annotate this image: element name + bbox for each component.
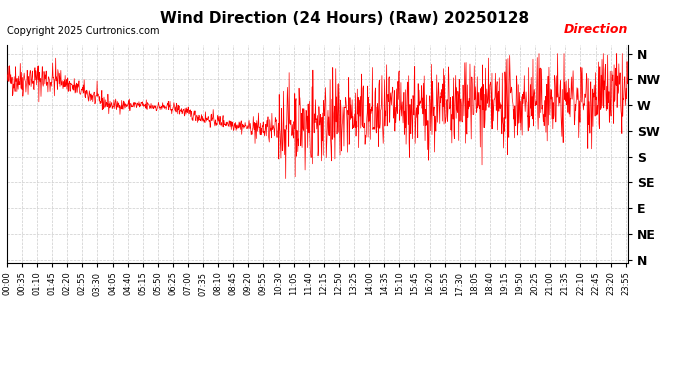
Text: Wind Direction (24 Hours) (Raw) 20250128: Wind Direction (24 Hours) (Raw) 20250128 (161, 11, 529, 26)
Text: Direction: Direction (564, 23, 628, 36)
Text: Copyright 2025 Curtronics.com: Copyright 2025 Curtronics.com (7, 26, 159, 36)
